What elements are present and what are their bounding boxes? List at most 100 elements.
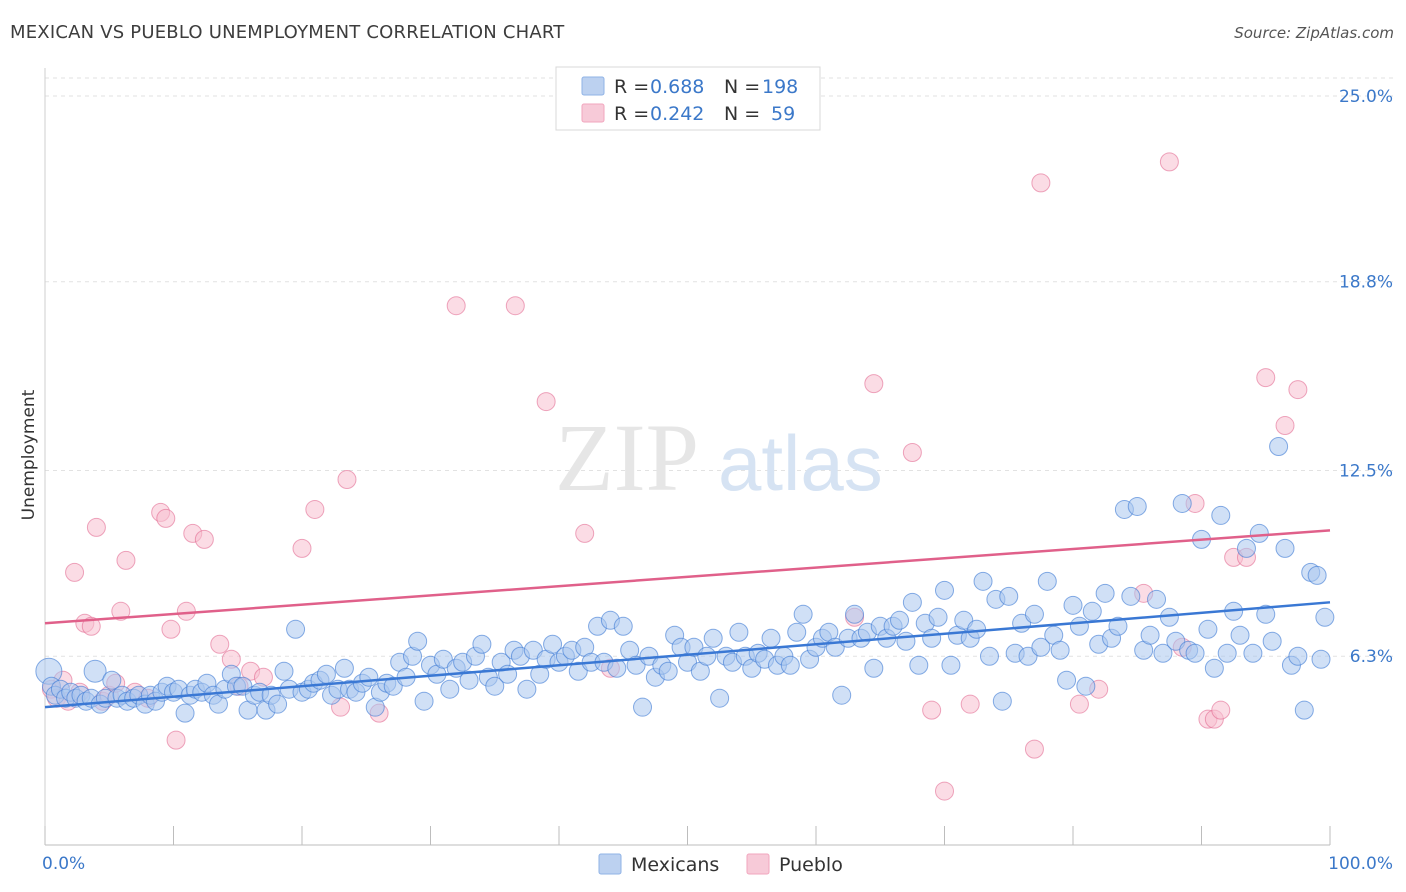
legend-n-value-pueblo: 59 bbox=[771, 103, 795, 125]
mexicans-point bbox=[761, 628, 781, 648]
pueblo-point bbox=[166, 730, 186, 750]
mexicans-point bbox=[1230, 625, 1250, 645]
x-tick-labels: 0.0% 100.0% bbox=[42, 854, 1393, 874]
mexicans-point bbox=[1307, 565, 1327, 585]
mexicans-point bbox=[1211, 505, 1231, 525]
pueblo-point bbox=[176, 601, 196, 621]
source-label: Source: ZipAtlas.com bbox=[1234, 24, 1394, 42]
mexicans-point bbox=[909, 655, 929, 675]
mexicans-point bbox=[1037, 571, 1057, 591]
mexicans-point bbox=[922, 628, 942, 648]
pueblo-point bbox=[1211, 700, 1231, 720]
pueblo-point bbox=[65, 562, 85, 582]
chart-title: MEXICAN VS PUEBLO UNEMPLOYMENT CORRELATI… bbox=[10, 22, 565, 43]
mexicans-point bbox=[1294, 700, 1314, 720]
mexicans-point bbox=[793, 604, 813, 624]
mexicans-point bbox=[83, 659, 107, 683]
mexicans-point bbox=[999, 586, 1019, 606]
mexicans-point bbox=[1262, 631, 1282, 651]
mexicans-point bbox=[729, 622, 749, 642]
mexicans-point bbox=[935, 580, 954, 600]
mexicans-point bbox=[1140, 625, 1160, 645]
mexicans-point bbox=[1256, 604, 1276, 624]
legend-r-value-mexicans: 0.688 bbox=[650, 76, 704, 98]
pueblo-point bbox=[1256, 368, 1276, 388]
mexicans-point bbox=[1108, 616, 1128, 636]
mexicans-point bbox=[1057, 670, 1077, 690]
pueblo-point bbox=[864, 374, 884, 394]
y-tick-label: 25.0% bbox=[1339, 87, 1393, 107]
pueblo-point bbox=[446, 296, 466, 316]
mexicans-point bbox=[890, 610, 910, 630]
mexicans-point bbox=[1069, 616, 1089, 636]
pueblo-point bbox=[111, 601, 131, 621]
pueblo-point bbox=[1275, 416, 1295, 436]
mexicans-point bbox=[928, 607, 948, 627]
mexicans-point bbox=[787, 622, 807, 642]
mexicans-point bbox=[697, 646, 717, 666]
mexicans-point bbox=[1063, 595, 1083, 615]
mexicans-point bbox=[1050, 640, 1070, 660]
mexicans-point bbox=[845, 604, 865, 624]
legend-r-label-pueblo: R = bbox=[614, 103, 649, 125]
legend-r-value-pueblo: 0.242 bbox=[650, 103, 704, 125]
mexicans-point bbox=[1127, 496, 1147, 516]
legend-swatch-mexicans bbox=[581, 76, 605, 96]
pueblo-point bbox=[337, 469, 357, 489]
pueblo-point bbox=[210, 634, 230, 654]
legend-n-label-mexicans: N = bbox=[724, 76, 760, 98]
pueblo-point bbox=[536, 392, 556, 412]
pueblo-point bbox=[922, 700, 942, 720]
mexicans-point bbox=[658, 661, 678, 681]
x-tick-label-max: 100.0% bbox=[1328, 854, 1393, 874]
mexicans-point bbox=[1217, 643, 1237, 663]
mexicans-point bbox=[1172, 493, 1192, 513]
mexicans-point bbox=[102, 670, 122, 690]
mexicans-point bbox=[517, 679, 537, 699]
pueblo-point bbox=[1069, 694, 1089, 714]
mexicans-point bbox=[175, 703, 195, 723]
pueblo-point bbox=[292, 538, 312, 558]
mexicans-point bbox=[979, 646, 999, 666]
mexicans-point bbox=[359, 667, 379, 687]
mexicans-point bbox=[1311, 649, 1331, 669]
mexicans-point bbox=[1031, 637, 1051, 657]
pueblo-trend-line bbox=[44, 529, 1331, 625]
mexicans-point bbox=[941, 655, 961, 675]
pueblo-point bbox=[305, 499, 325, 519]
mexicans-trend-line bbox=[44, 601, 1331, 709]
legend-n-value-mexicans: 198 bbox=[762, 76, 798, 98]
mexicans-point bbox=[967, 619, 987, 639]
mexicans-point bbox=[414, 691, 434, 711]
mexicans-point bbox=[1198, 619, 1218, 639]
bottom-legend-swatch-pueblo bbox=[746, 853, 770, 875]
mexicans-point bbox=[1076, 676, 1096, 696]
mexicans-point bbox=[607, 658, 627, 678]
pueblo-point bbox=[194, 529, 214, 549]
pueblo-point bbox=[1031, 173, 1051, 193]
mexicans-point bbox=[613, 616, 633, 636]
series-legend: Mexicans Pueblo bbox=[598, 853, 843, 876]
watermark-zip: ZIP bbox=[555, 404, 699, 511]
mexicans-point bbox=[1153, 643, 1173, 663]
mexicans-point bbox=[334, 658, 354, 678]
mexicans-point bbox=[1288, 646, 1308, 666]
y-tick-label: 6.3% bbox=[1350, 647, 1393, 667]
mexicans-point bbox=[1159, 607, 1179, 627]
correlation-legend: R = 0.688 N = 198 R = 0.242 N = 59 bbox=[555, 66, 821, 131]
mexicans-point bbox=[1024, 604, 1044, 624]
mexicans-point bbox=[1243, 643, 1263, 663]
mexicans-point bbox=[973, 571, 993, 591]
legend-r-label-mexicans: R = bbox=[614, 76, 649, 98]
x-tick-label-min: 0.0% bbox=[42, 854, 85, 874]
mexicans-point bbox=[633, 697, 653, 717]
axes bbox=[44, 68, 1331, 846]
pueblo-point bbox=[505, 296, 525, 316]
mexicans-point bbox=[703, 628, 723, 648]
mexicans-point bbox=[864, 658, 884, 678]
mexicans-point bbox=[1204, 658, 1224, 678]
mexicans-point bbox=[1121, 586, 1141, 606]
mexicans-point bbox=[832, 685, 852, 705]
mexicans-point bbox=[1249, 523, 1269, 543]
